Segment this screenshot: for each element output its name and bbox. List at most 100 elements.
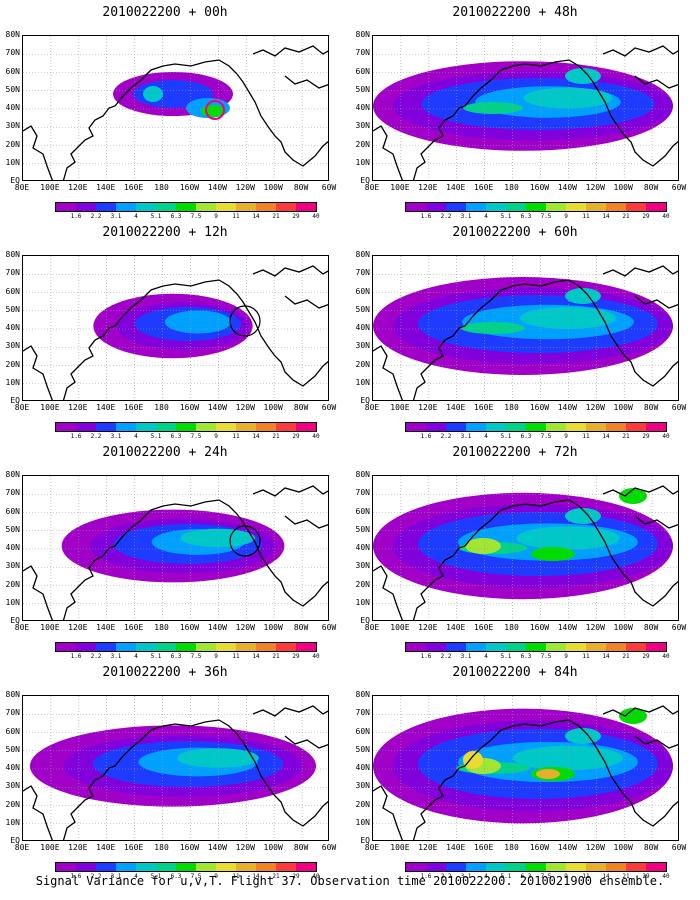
longitude-label: 160E [473,843,494,852]
colorbar-swatch [566,423,586,431]
longitude-label: 140E [96,403,116,412]
colorbar-label: 11 [232,213,240,220]
longitude-label: 100E [40,183,60,192]
colorbar-label: 5.1 [500,433,512,440]
longitude-label: 140W [557,843,577,852]
colorbar-label: 4 [484,873,488,880]
colorbar-swatch [646,863,666,871]
longitude-label: 100E [40,623,60,632]
colorbar-swatch [76,203,96,211]
colorbar-swatch [586,863,606,871]
colorbar-label: 29 [292,213,300,220]
colorbar-label: 5.1 [500,213,512,220]
latitude-label: 40N [355,543,370,552]
variance-map [22,35,329,181]
colorbar-swatch [156,643,176,651]
observation-circle [229,305,261,337]
colorbar-label: 5.1 [150,873,162,880]
colorbar-swatch [546,203,566,211]
latitude-label: 10N [355,597,370,607]
colorbar-label: 6.3 [520,433,532,440]
colorbar-label: 5.1 [150,213,162,220]
colorbar-swatch [116,203,136,211]
longitude-label: 60W [671,843,687,852]
longitude-label: 160W [179,403,200,412]
longitude-label: 100W [263,623,283,632]
colorbar-swatch [56,203,76,211]
latitude-label: EQ [10,176,20,185]
colorbar-swatch [626,423,646,431]
variance-contour [180,528,256,548]
longitude-label: 140E [446,403,466,412]
colorbar [405,422,667,432]
colorbar-label: 40 [312,213,320,220]
variance-contour [143,86,163,102]
latitude-label: 70N [355,708,370,718]
forecast-panel: 2010022200 + 72h 80N 70N 60N 50N 40N 30N 20N 10N… [350,445,690,660]
variance-map [372,35,679,181]
variance-contour [619,488,647,504]
longitude-label: 100W [613,403,633,412]
colorbar-swatch [626,643,646,651]
colorbar-swatch [606,643,626,651]
colorbar-swatch [296,863,316,871]
colorbar-label: 11 [232,653,240,660]
latitude-label: 50N [355,524,370,534]
latitude-label: 20N [5,579,20,589]
colorbar-swatch [526,863,546,871]
colorbar-label: 1.6 [70,873,82,880]
colorbar-label: 21 [622,213,630,220]
colorbar-label: 6.3 [170,213,182,220]
latitude-label: 70N [5,48,20,58]
colorbar-label: 11 [232,433,240,440]
latitude-label: 20N [355,359,370,369]
coastline [373,45,678,180]
colorbar-label: 2.2 [440,653,452,660]
latitude-label: EQ [10,836,20,845]
colorbar-label: 9 [214,433,218,440]
panel-title: 2010022200 + 60h [452,225,578,240]
colorbar-label: 9 [214,873,218,880]
forecast-panel: 2010022200 + 84h 80N 70N 60N 50N 40N 30N 20N 10N… [350,665,690,880]
longitude-label: 60W [321,403,337,412]
longitude-label: 120W [585,843,605,852]
colorbar-swatch [606,423,626,431]
latitude-label: 70N [5,268,20,278]
longitude-label: 140W [557,403,577,412]
latitude-label: 80N [355,470,370,479]
longitude-label: 100W [263,403,283,412]
latitude-label: 60N [355,726,370,736]
longitude-label: 160W [179,183,200,192]
colorbar-swatch [546,863,566,871]
colorbar-label: 2.2 [440,433,452,440]
colorbar-swatch [296,203,316,211]
latitude-label: 60N [5,66,20,76]
colorbar-label: 29 [642,653,650,660]
longitude-label: 180 [504,843,519,852]
colorbar-label: 7.5 [540,433,552,440]
colorbar-swatch [76,423,96,431]
colorbar-swatch [526,203,546,211]
colorbar-label: 40 [662,873,670,880]
colorbar-swatch [486,643,506,651]
longitude-label: 140W [207,183,227,192]
latitude-label: 80N [5,250,20,259]
colorbar-label: 6.3 [520,873,532,880]
colorbar-swatch [446,863,466,871]
latitude-label: 30N [5,121,20,131]
variance-map-svg [23,476,328,620]
variance-map-svg [23,36,328,180]
colorbar-label: 14 [602,433,610,440]
longitude-label: 140E [446,843,466,852]
variance-contour [536,769,560,779]
longitude-label: 120W [235,183,255,192]
longitude-label: 100E [40,843,60,852]
colorbar-swatch [276,863,296,871]
colorbar-swatch [136,423,156,431]
colorbar-label: 3.1 [110,213,122,220]
longitude-label: 140E [96,843,116,852]
longitude-label: 140W [207,843,227,852]
colorbar [55,422,317,432]
colorbar-label: 29 [642,873,650,880]
latitude-label: 10N [5,597,20,607]
